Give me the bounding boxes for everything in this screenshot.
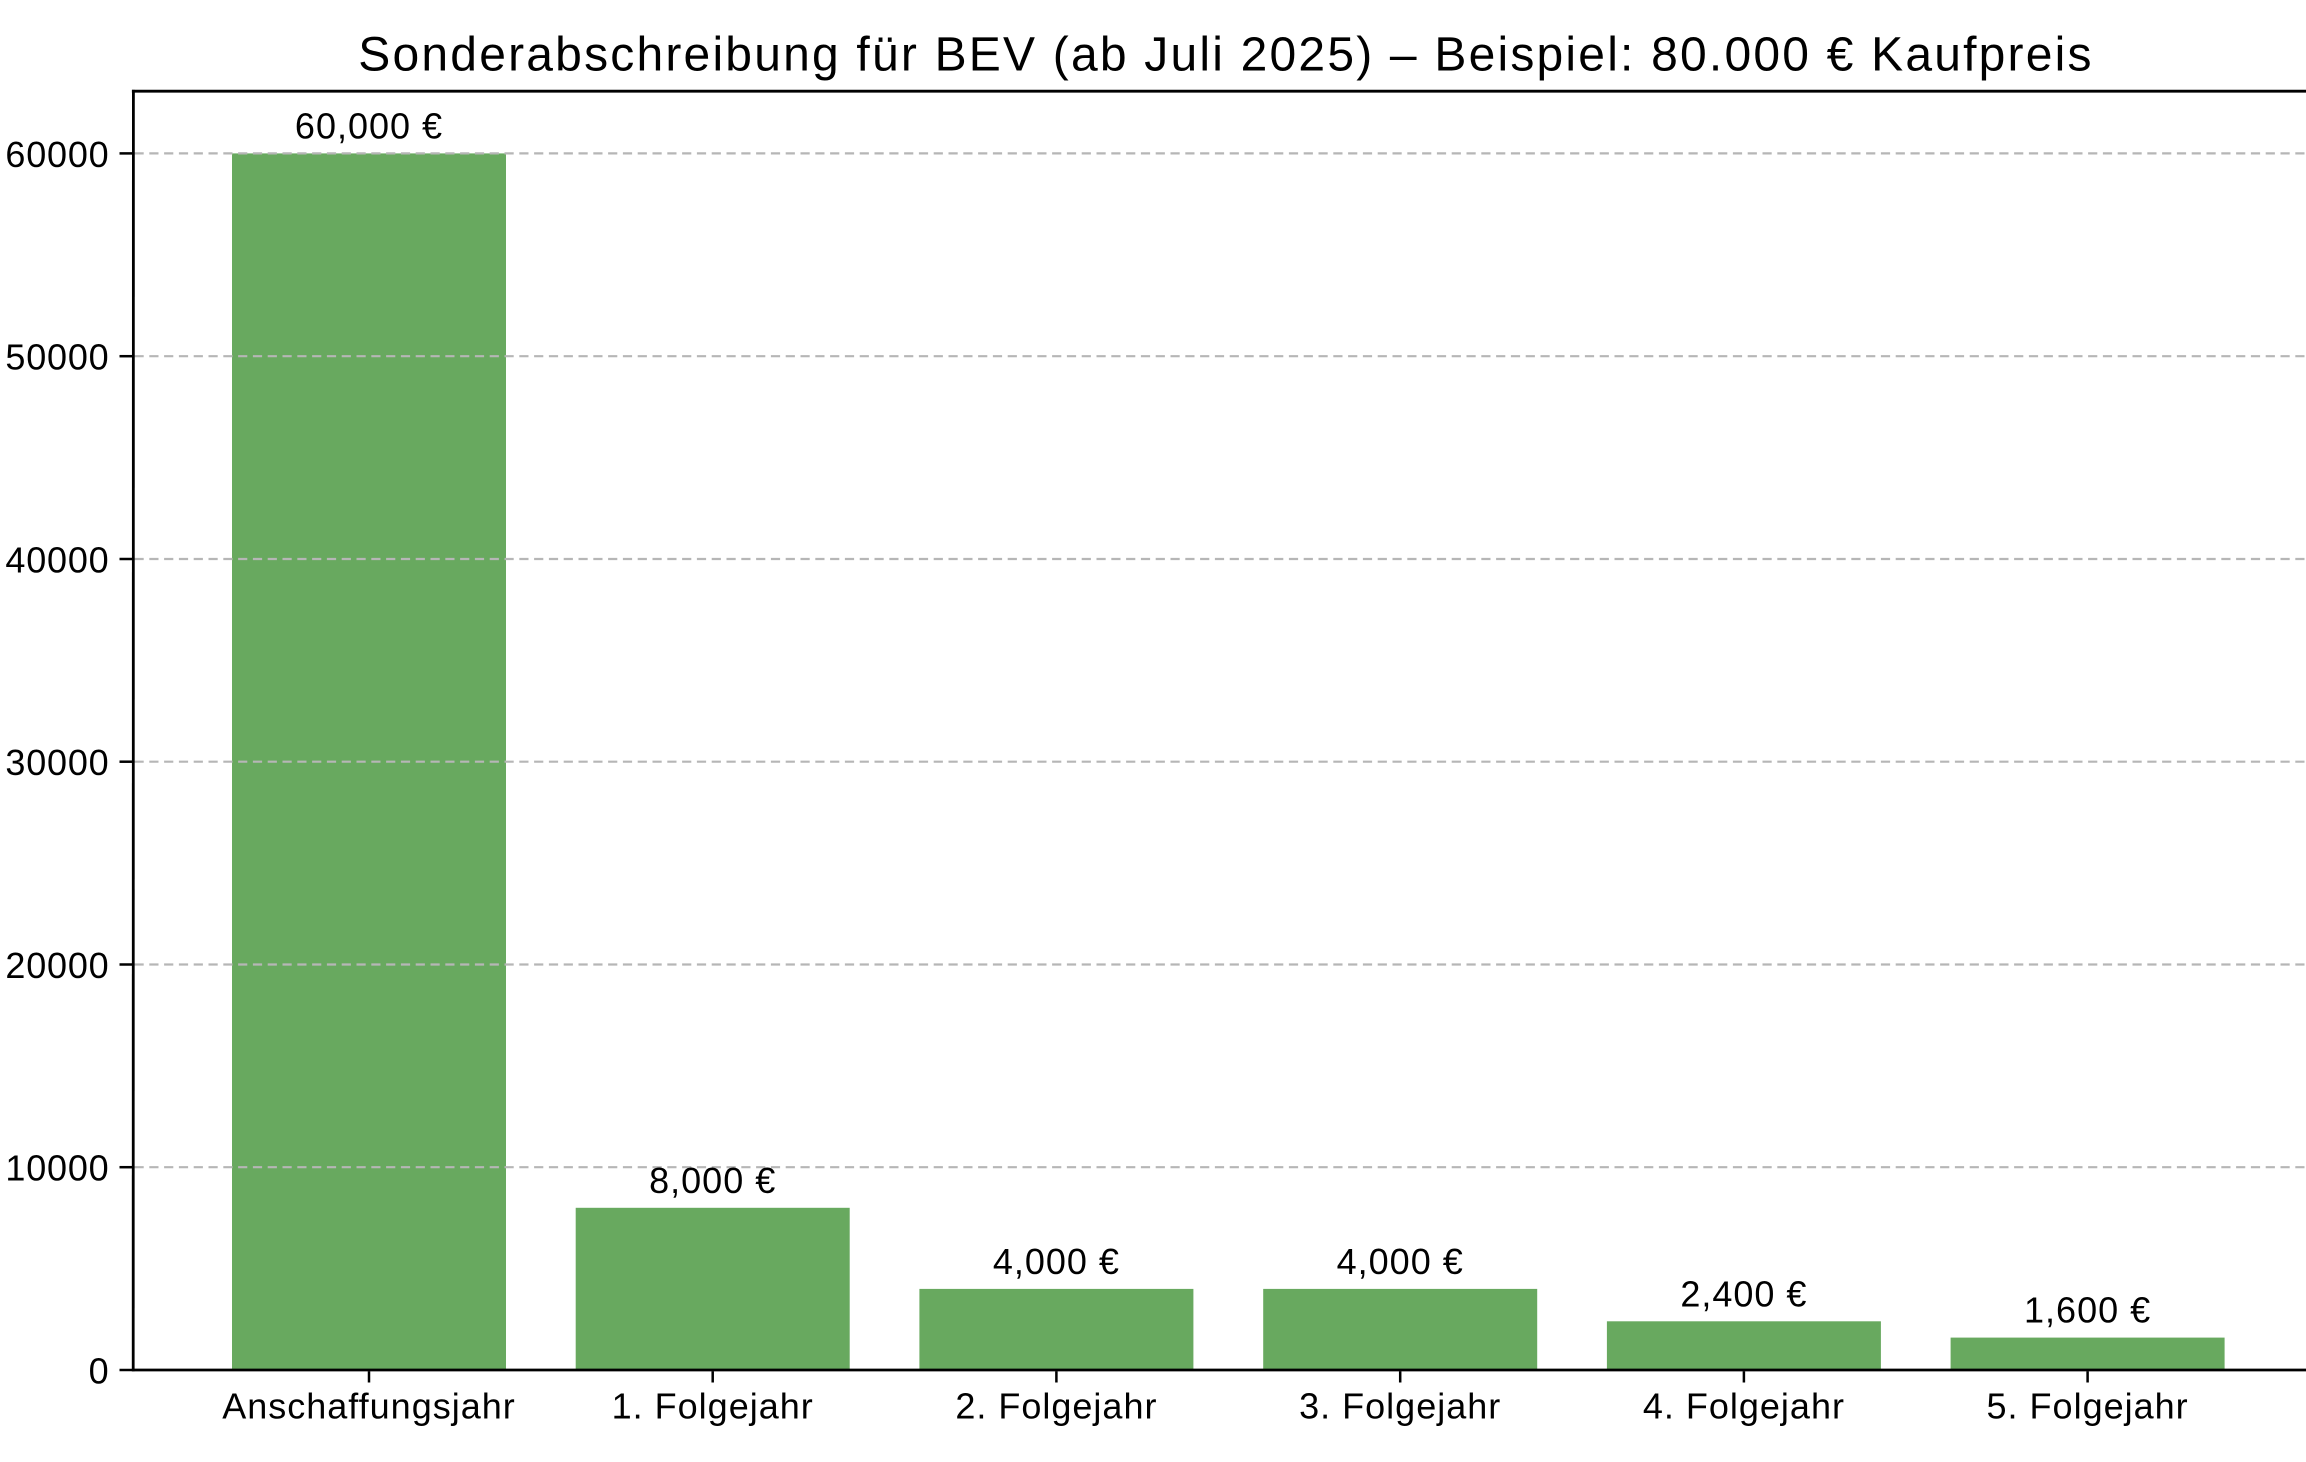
svg-text:2. Folgejahr: 2. Folgejahr [955, 1386, 1157, 1427]
svg-text:30000: 30000 [5, 742, 109, 783]
svg-text:60,000 €: 60,000 € [295, 105, 443, 146]
svg-text:50000: 50000 [5, 337, 109, 378]
svg-text:4,000 €: 4,000 € [1337, 1241, 1464, 1282]
svg-text:10000: 10000 [5, 1148, 109, 1189]
svg-text:60000: 60000 [5, 134, 109, 175]
svg-text:4. Folgejahr: 4. Folgejahr [1643, 1386, 1845, 1427]
svg-text:1,600 €: 1,600 € [2024, 1290, 2151, 1331]
svg-text:Sonderabschreibung für BEV (ab: Sonderabschreibung für BEV (ab Juli 2025… [358, 29, 2093, 82]
svg-text:Anschaffungsjahr: Anschaffungsjahr [222, 1386, 516, 1427]
svg-text:2,400 €: 2,400 € [1680, 1273, 1807, 1314]
svg-text:20000: 20000 [5, 945, 109, 986]
svg-text:1. Folgejahr: 1. Folgejahr [612, 1386, 814, 1427]
svg-text:0: 0 [89, 1350, 110, 1391]
svg-text:5. Folgejahr: 5. Folgejahr [1987, 1386, 2189, 1427]
svg-text:8,000 €: 8,000 € [649, 1160, 776, 1201]
svg-text:40000: 40000 [5, 539, 109, 580]
svg-text:3. Folgejahr: 3. Folgejahr [1299, 1386, 1501, 1427]
svg-text:4,000 €: 4,000 € [993, 1241, 1120, 1282]
